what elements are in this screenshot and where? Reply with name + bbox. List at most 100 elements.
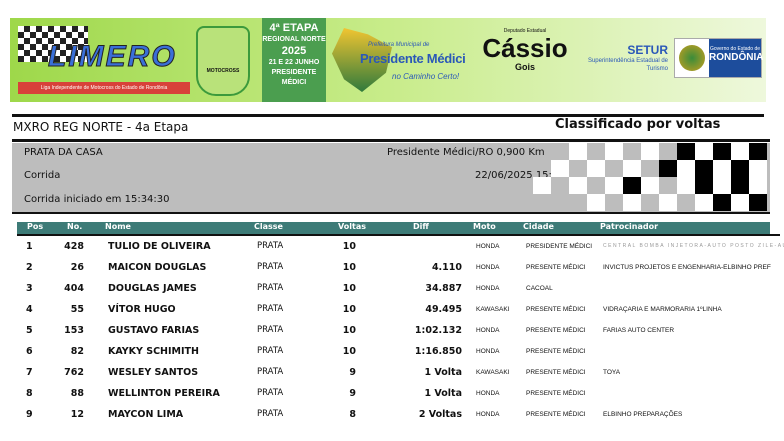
flag-square <box>749 177 767 194</box>
flag-square <box>605 194 623 211</box>
flag-square <box>551 177 569 194</box>
etapa-text: REGIONAL NORTE <box>262 36 326 43</box>
cell-nome: KAYKY SCHIMITH <box>108 346 199 357</box>
cell-patrocinador: VIDRAÇARIA E MARMORARIA 1ºLINHA <box>603 306 722 313</box>
cell-no: 88 <box>70 388 84 399</box>
cell-pos: 5 <box>26 325 33 336</box>
setur-logo: SETUR Superintendência Estadual de Turis… <box>570 44 668 73</box>
race-info-panel: PRATA DA CASA Presidente Médici/RO 0,900… <box>12 143 770 212</box>
flag-square <box>587 160 605 177</box>
flag-square <box>731 194 749 211</box>
flag-square <box>713 177 731 194</box>
cell-diff: 34.887 <box>425 283 462 294</box>
cell-pos: 3 <box>26 283 33 294</box>
divider <box>12 139 770 142</box>
prefeitura-text: Presidente Médici <box>360 51 466 66</box>
cell-pos: 6 <box>26 346 33 357</box>
cell-nome: WELLINTON PEREIRA <box>108 388 220 399</box>
cell-voltas: 9 <box>349 388 356 399</box>
classification-mode: Classificado por voltas <box>555 117 721 132</box>
cell-moto: HONDA <box>476 390 500 397</box>
flag-square <box>695 143 713 160</box>
cell-cidade: PRESIDENTE MÉDICI <box>526 243 593 250</box>
flag-square <box>587 194 605 211</box>
flag-square <box>641 160 659 177</box>
governo-logo: Governo do Estado de RONDÔNIA <box>674 38 764 78</box>
flag-square <box>677 177 695 194</box>
divider <box>12 212 770 214</box>
flag-square <box>731 143 749 160</box>
limero-logo: LIMERO Liga Independente de Motocross do… <box>18 26 190 96</box>
cell-no: 26 <box>70 262 84 273</box>
flag-square <box>569 160 587 177</box>
cell-pos: 8 <box>26 388 33 399</box>
flag-square <box>569 143 587 160</box>
etapa-text: PRESIDENTE <box>271 69 317 76</box>
table-row: 6 82 KAYKY SCHIMITH PRATA 10 1:16.850 HONDA PRE… <box>0 342 784 363</box>
flag-square <box>623 160 641 177</box>
cell-nome: WESLEY SANTOS <box>108 367 199 378</box>
setur-text: SETUR <box>627 43 668 57</box>
cell-nome: MAYCON LIMA <box>108 409 184 420</box>
cell-voltas: 10 <box>342 283 356 294</box>
cell-diff: 49.495 <box>425 304 462 315</box>
flag-square <box>713 160 731 177</box>
cell-classe: PRATA <box>257 388 284 398</box>
flag-square <box>533 177 551 194</box>
governo-text: Governo do Estado de <box>709 46 761 52</box>
table-row: 5 153 GUSTAVO FARIAS PRATA 10 1:02.132 HONDA PR… <box>0 321 784 342</box>
governo-text: RONDÔNIA <box>709 52 764 63</box>
cell-moto: KAWASAKI <box>476 369 510 376</box>
prefeitura-text: Prefeitura Municipal de <box>368 42 430 48</box>
state-seal-icon <box>679 45 705 71</box>
cell-classe: PRATA <box>257 325 284 335</box>
cell-voltas: 8 <box>349 409 356 420</box>
cell-voltas: 10 <box>342 262 356 273</box>
flag-square <box>677 194 695 211</box>
flag-square <box>605 160 623 177</box>
cell-patrocinador: CENTRAL BOMBA INJETORA-AUTO POSTO ZILE-A… <box>603 243 784 249</box>
flag-square <box>731 160 749 177</box>
etapa-text: 4ª ETAPA <box>269 22 319 34</box>
etapa-text: 2025 <box>281 45 307 57</box>
deputado-text: Deputado Estadual <box>503 28 547 34</box>
cell-moto: HONDA <box>476 348 500 355</box>
flag-square <box>695 160 713 177</box>
cell-cidade: PRESENTE MÉDICI <box>526 390 586 397</box>
flag-square <box>677 160 695 177</box>
cell-classe: PRATA <box>257 283 284 293</box>
cell-no: 82 <box>70 346 84 357</box>
flag-square <box>623 143 641 160</box>
cell-voltas: 10 <box>342 241 356 252</box>
flag-square <box>659 160 677 177</box>
checkered-flag-icon <box>497 143 770 212</box>
cell-no: 12 <box>70 409 84 420</box>
column-header: Cidade <box>523 222 554 231</box>
table-row: 1 428 TULIO DE OLIVEIRA PRATA 10 HONDA PRESIDE… <box>0 237 784 258</box>
cell-diff: 1 Volta <box>424 367 463 378</box>
event-title: MXRO REG NORTE - 4a Etapa <box>13 120 189 134</box>
cell-moto: HONDA <box>476 264 500 271</box>
flag-square <box>641 194 659 211</box>
deputado-text: Gois <box>514 62 535 72</box>
etapa-box: 4ª ETAPA REGIONAL NORTE 2025 21 E 22 JUN… <box>262 18 326 102</box>
cell-no: 428 <box>64 241 84 252</box>
cell-moto: HONDA <box>476 327 500 334</box>
cell-pos: 4 <box>26 304 33 315</box>
start-time: Corrida iniciado em 15:34:30 <box>24 194 170 205</box>
cell-voltas: 10 <box>342 346 356 357</box>
cell-patrocinador: INVICTUS PROJETOS E ENGENHARIA-ELBINHO P… <box>603 264 771 271</box>
cell-patrocinador: FARIAS AUTO CENTER <box>603 327 675 334</box>
cell-classe: PRATA <box>257 262 284 272</box>
location: Presidente Médici/RO 0,900 Km <box>387 147 545 158</box>
cell-pos: 7 <box>26 367 33 378</box>
cell-cidade: PRESENTE MÉDICI <box>526 348 586 355</box>
cell-pos: 1 <box>26 241 33 252</box>
setur-text: Superintendência Estadual de <box>587 58 668 64</box>
cell-patrocinador: ELBINHO PREPARAÇÕES <box>603 411 683 418</box>
logo-subtitle: Liga Independente de Motocross do Estado… <box>18 82 190 94</box>
cell-voltas: 10 <box>342 325 356 336</box>
cell-cidade: PRESENTE MÉDICI <box>526 306 586 313</box>
checkered-flag-icon <box>18 26 88 62</box>
column-header: Nome <box>105 222 131 231</box>
